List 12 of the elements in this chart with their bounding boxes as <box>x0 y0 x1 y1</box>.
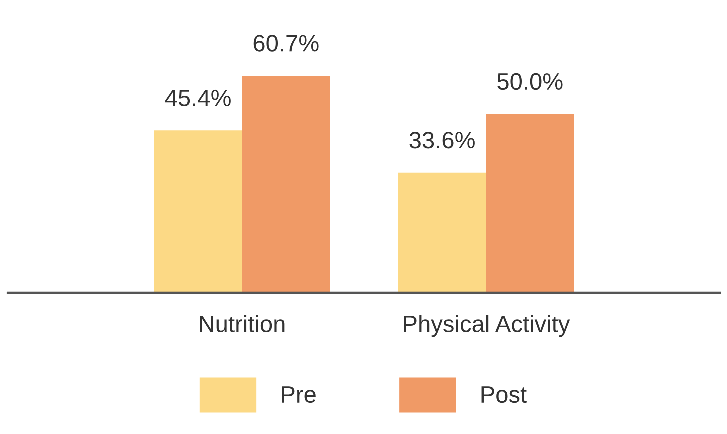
data-label: 50.0% <box>498 73 563 90</box>
bar <box>154 130 242 293</box>
data-label: 60.7% <box>254 35 319 52</box>
data-label: 33.6% <box>410 132 475 149</box>
legend-label: Post <box>482 386 527 404</box>
data-label: 45.4% <box>165 90 231 107</box>
x-tick-label: Physical Activity <box>404 315 570 338</box>
x-tick-label: Nutrition <box>200 315 285 333</box>
legend-label: Pre <box>282 386 316 404</box>
bar <box>242 76 330 293</box>
bar <box>398 172 486 293</box>
bar <box>486 114 574 293</box>
